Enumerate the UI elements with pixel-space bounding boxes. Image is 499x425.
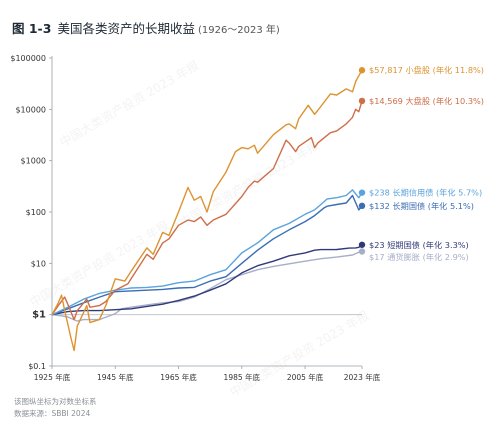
series-end-marker — [358, 202, 366, 210]
y-tick-label: $100 — [26, 208, 46, 217]
series-end-marker — [358, 97, 366, 105]
title-text: 美国各类资产的长期收益 — [57, 21, 195, 36]
title-period: (1926～2023 年) — [197, 25, 280, 36]
series-label: $238 长期信用债 (年化 5.7%) — [369, 188, 482, 198]
series-end-marker — [358, 67, 366, 74]
y-tick-label: $0.1 — [28, 362, 46, 371]
figure-label: 图 1-3 — [12, 21, 52, 36]
series-label: $23 短期国债 (年化 3.3%) — [369, 240, 469, 250]
series-line — [51, 194, 363, 316]
series-label: $14,569 大盘股 (年化 10.3%) — [369, 96, 484, 106]
series-label: $17 通货膨胀 (年化 2.9%) — [369, 252, 469, 262]
y-tick-label: $10 — [31, 259, 46, 268]
series-end-marker — [358, 248, 366, 255]
scale-note: 该图纵坐标为对数坐标系 — [14, 397, 97, 406]
y-tick-label: $1000 — [21, 157, 46, 166]
x-tick-label: 1925 年底 — [34, 372, 71, 382]
x-tick-label: 1985 年底 — [224, 372, 261, 382]
x-tick-label: 2005 年底 — [287, 372, 324, 382]
series-line — [51, 244, 363, 316]
series-line — [51, 189, 363, 316]
series-end-marker — [358, 189, 366, 196]
source-note: 数据来源：SBBI 2024 — [14, 409, 91, 418]
x-tick-label: 1945 年底 — [97, 372, 134, 382]
y-tick-label: $100000 — [10, 54, 46, 63]
series-line — [51, 100, 363, 321]
x-tick-label: 1965 年底 — [160, 372, 197, 382]
series-label: $57,817 小盘股 (年化 11.8%) — [369, 65, 484, 75]
x-tick-label: 2023 年底 — [344, 372, 381, 382]
y-tick-label: $10000 — [15, 105, 46, 114]
y-tick-label: $1 — [32, 310, 46, 321]
chart-title: 图 1-3 美国各类资产的长期收益 (1926～2023 年) — [12, 18, 280, 37]
series-line — [51, 69, 363, 352]
series-label: $132 长期国债 (年化 5.1%) — [369, 201, 474, 211]
series-end-marker — [358, 241, 366, 248]
